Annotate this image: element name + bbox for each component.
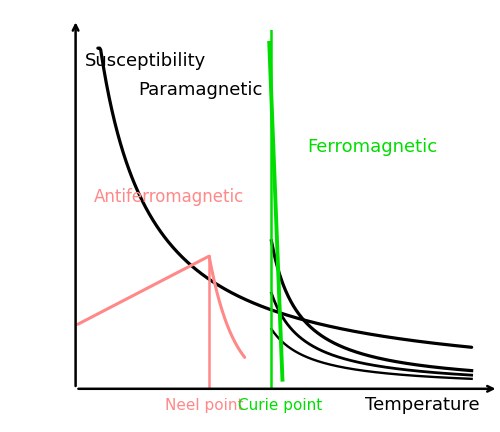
Text: Susceptibility: Susceptibility <box>84 52 206 70</box>
Text: Antiferromagnetic: Antiferromagnetic <box>94 188 244 206</box>
Text: Paramagnetic: Paramagnetic <box>138 81 262 99</box>
Text: Neel point: Neel point <box>166 398 244 413</box>
Text: Curie point: Curie point <box>238 398 322 413</box>
Text: Temperature: Temperature <box>366 396 480 414</box>
Text: Ferromagnetic: Ferromagnetic <box>307 138 437 156</box>
